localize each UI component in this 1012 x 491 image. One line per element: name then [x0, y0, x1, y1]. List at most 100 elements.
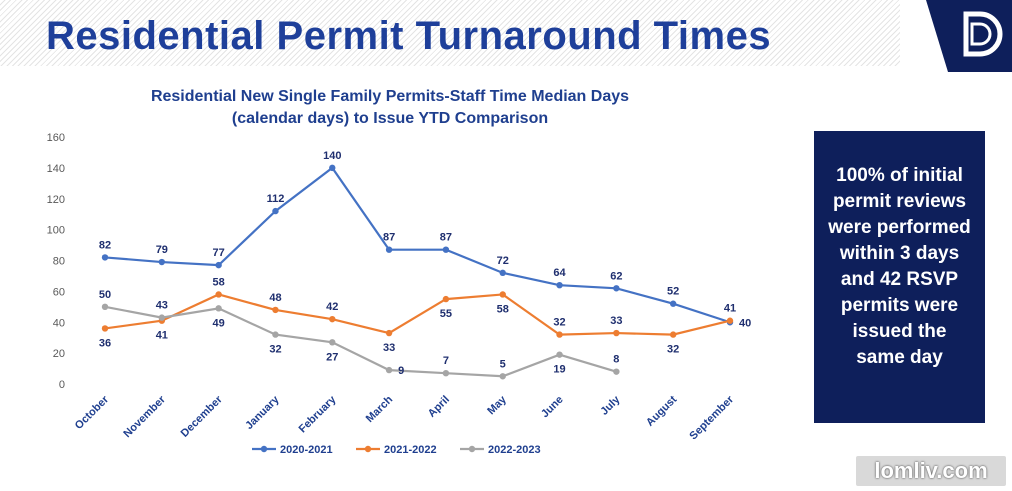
data-label: 9 — [398, 365, 404, 377]
watermark: lomliv.com — [856, 456, 1006, 486]
point — [499, 269, 506, 277]
data-label: 8 — [613, 354, 619, 366]
point — [556, 331, 563, 338]
logo — [908, 0, 1012, 72]
point — [158, 258, 166, 266]
data-label: 7 — [443, 355, 449, 367]
point — [613, 285, 620, 292]
data-label: 40 — [739, 317, 751, 329]
point — [158, 314, 166, 321]
data-label: 5 — [500, 358, 506, 370]
data-label: 62 — [610, 270, 622, 282]
data-label: 64 — [553, 267, 566, 279]
data-label: 48 — [269, 292, 281, 304]
point — [442, 369, 450, 377]
x-tick-label: August — [644, 393, 680, 429]
point — [556, 351, 563, 358]
y-tick-label: 20 — [53, 348, 65, 360]
y-tick-label: 40 — [53, 317, 65, 329]
point — [215, 291, 222, 298]
data-label: 43 — [156, 300, 168, 312]
point — [669, 331, 677, 338]
x-tick-label: November — [121, 393, 168, 440]
data-label: 58 — [497, 303, 509, 315]
data-label: 140 — [323, 150, 341, 162]
point — [499, 291, 506, 298]
data-label: 72 — [497, 255, 509, 267]
data-label: 49 — [213, 317, 225, 329]
data-label: 87 — [383, 232, 395, 244]
data-label: 50 — [99, 289, 111, 301]
point — [215, 261, 222, 269]
series-line — [104, 166, 731, 324]
callout-box: 100% of initial permit reviews were perf… — [814, 131, 985, 423]
legend-marker — [364, 445, 372, 453]
point — [101, 254, 109, 261]
data-label: 27 — [326, 351, 338, 363]
data-label: 33 — [610, 315, 622, 327]
x-tick-label: March — [364, 393, 396, 425]
data-label: 32 — [269, 344, 281, 356]
y-tick-label: 160 — [47, 132, 65, 144]
point — [726, 317, 734, 324]
series-line — [104, 293, 731, 336]
point — [101, 325, 109, 332]
point — [329, 164, 336, 172]
x-tick-label: September — [687, 393, 736, 442]
x-tick-label: April — [426, 394, 452, 420]
y-tick-label: 120 — [47, 194, 65, 206]
chart: 0 20 40 60 80 100 120 140 160 October November Dece… — [47, 132, 752, 456]
data-label: 41 — [156, 330, 168, 342]
point — [329, 339, 336, 346]
point — [385, 246, 393, 253]
point — [101, 303, 109, 311]
data-label: 52 — [667, 286, 679, 298]
series-line — [104, 305, 617, 378]
point — [385, 329, 393, 337]
chart-subtitle: (calendar days) to Issue YTD Comparison — [231, 110, 549, 127]
legend-label: 2021-2022 — [384, 444, 437, 456]
chart-title: Residential New Single Family Permits-St… — [150, 88, 630, 105]
y-tick-label: 60 — [53, 286, 65, 298]
legend-label: 2020-2021 — [280, 444, 333, 456]
x-tick-label: January — [243, 393, 282, 432]
x-tick-label: February — [297, 393, 339, 435]
data-label: 77 — [213, 247, 225, 259]
x-tick-label: October — [73, 393, 112, 432]
data-label: 32 — [553, 317, 565, 329]
data-label: 112 — [267, 193, 285, 205]
point — [272, 207, 279, 215]
data-label: 82 — [99, 239, 111, 251]
data-label: 33 — [383, 342, 395, 354]
legend-label: 2022-2023 — [488, 444, 541, 456]
point — [272, 306, 279, 314]
point — [499, 373, 506, 380]
x-tick-label: June — [539, 394, 566, 421]
header-band — [0, 0, 900, 66]
y-tick-label: 80 — [53, 256, 65, 268]
point — [613, 368, 620, 375]
data-label: 55 — [440, 308, 452, 320]
data-label: 58 — [213, 276, 225, 288]
point — [442, 246, 450, 253]
x-tick-label: December — [179, 393, 226, 440]
y-tick-label: 0 — [59, 379, 65, 391]
data-label: 79 — [156, 244, 168, 256]
point — [442, 295, 450, 303]
data-label: 42 — [326, 301, 338, 313]
data-label: 32 — [667, 344, 679, 356]
point — [385, 366, 393, 374]
y-tick-label: 100 — [47, 225, 65, 237]
legend-marker — [260, 445, 268, 453]
point — [669, 300, 677, 307]
data-label: 36 — [99, 337, 111, 349]
data-label: 87 — [440, 232, 452, 244]
legend-marker — [468, 445, 476, 453]
slide-title: Residential Permit Turnaround Times — [46, 14, 772, 58]
point — [329, 315, 336, 323]
point — [556, 282, 563, 289]
point — [272, 331, 279, 338]
point — [215, 305, 222, 312]
chart-title-block: Residential New Single Family Permits-St… — [100, 86, 680, 130]
